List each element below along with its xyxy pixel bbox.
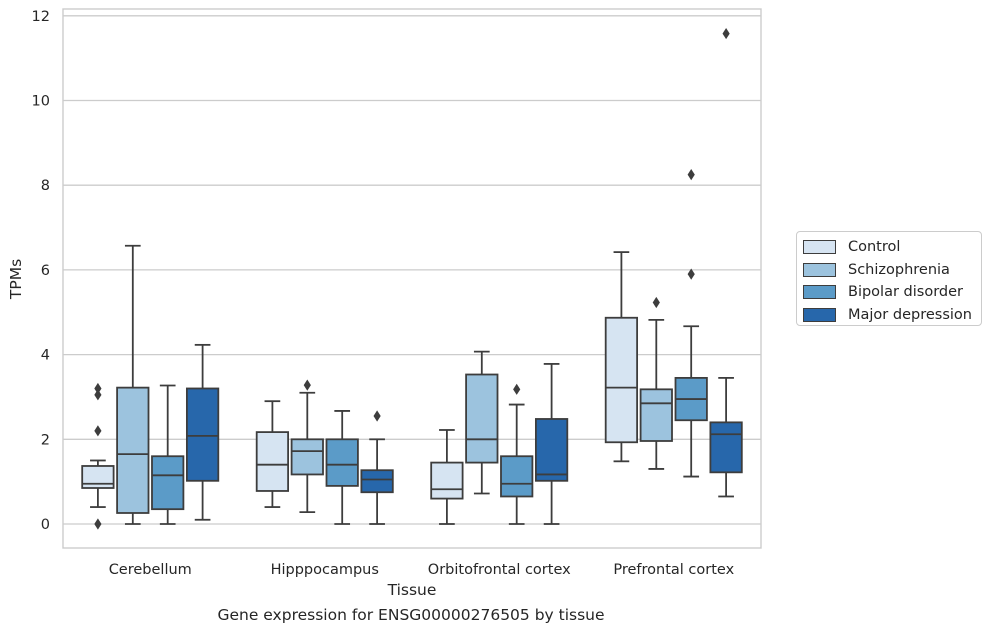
box-hipppocampus-control	[255, 400, 290, 508]
legend-label-bipolar-disorder: Bipolar disorder	[848, 284, 963, 301]
x-tick-label-orbitofrontal-cortex: Orbitofrontal cortex	[428, 562, 571, 578]
box-hipppocampus-bipolar-disorder	[325, 410, 359, 525]
box-body	[81, 465, 115, 489]
box-body	[185, 387, 220, 482]
outlier-point	[687, 169, 695, 181]
box-body	[151, 455, 185, 511]
outlier-point	[303, 379, 311, 391]
box-orbitofrontal-cortex-schizophrenia	[465, 350, 499, 495]
box-orbitofrontal-cortex-bipolar-disorder	[500, 383, 534, 525]
box-body	[465, 373, 499, 464]
box-body	[430, 461, 464, 500]
outlier-point	[94, 518, 102, 530]
outlier-point	[94, 389, 102, 401]
box-body	[360, 469, 394, 494]
legend: Control Schizophrenia Bipolar disorder M…	[796, 231, 982, 326]
box-prefrontal-cortex-control	[604, 251, 639, 463]
y-tick-label-10: 10	[32, 94, 50, 110]
legend-label-major-depression: Major depression	[848, 306, 972, 323]
box-layer	[81, 27, 743, 530]
gridlines	[63, 15, 761, 525]
legend-swatch-major-depression	[803, 307, 836, 322]
legend-item-major-depression: Major depression	[803, 304, 981, 327]
box-body	[116, 386, 150, 514]
outlier-point	[652, 296, 660, 309]
legend-label-control: Control	[848, 239, 901, 256]
y-tick-label-4: 4	[41, 348, 50, 364]
legend-item-schizophrenia: Schizophrenia	[803, 259, 981, 282]
y-axis-label: TPMs	[7, 259, 25, 300]
box-orbitofrontal-cortex-control	[430, 429, 464, 525]
legend-label-schizophrenia: Schizophrenia	[848, 261, 950, 278]
legend-item-control: Control	[803, 236, 981, 259]
box-hipppocampus-schizophrenia	[290, 379, 324, 514]
outlier-point	[722, 27, 730, 40]
box-prefrontal-cortex-major-depression	[709, 27, 743, 498]
y-tick-label-2: 2	[41, 432, 50, 448]
box-cerebellum-major-depression	[185, 343, 220, 521]
x-tick-label-prefrontal-cortex: Prefrontal cortex	[613, 562, 734, 578]
outlier-point	[373, 410, 381, 422]
outlier-point	[687, 268, 695, 280]
box-body	[639, 388, 673, 442]
outlier-point	[513, 383, 521, 395]
box-prefrontal-cortex-schizophrenia	[639, 296, 673, 470]
legend-swatch-schizophrenia	[803, 262, 836, 277]
box-cerebellum-control	[81, 382, 115, 530]
y-tick-label-12: 12	[32, 9, 50, 25]
box-body	[604, 316, 639, 444]
x-axis-label: Tissue	[387, 581, 437, 599]
y-tick-label-8: 8	[41, 178, 50, 194]
chart-caption: Gene expression for ENSG00000276505 by t…	[217, 606, 605, 624]
x-tick-label-cerebellum: Cerebellum	[109, 562, 192, 578]
y-tick-label-6: 6	[41, 263, 50, 279]
legend-item-bipolar-disorder: Bipolar disorder	[803, 281, 981, 304]
box-body	[255, 431, 290, 492]
plot-frame	[62, 8, 762, 549]
outlier-point	[94, 425, 102, 437]
box-body	[290, 438, 324, 476]
box-body	[709, 421, 743, 474]
legend-swatch-control	[803, 240, 836, 255]
box-prefrontal-cortex-bipolar-disorder	[674, 169, 708, 478]
box-cerebellum-bipolar-disorder	[151, 384, 185, 525]
tick-labels: 0 2 4 6 8 10 12 Cerebellum Hipppocampus Orbitofro…	[32, 9, 735, 578]
box-body	[534, 418, 569, 482]
legend-swatch-bipolar-disorder	[803, 285, 836, 300]
x-tick-label-hipppocampus: Hipppocampus	[271, 562, 379, 578]
y-tick-label-0: 0	[41, 517, 50, 533]
box-body	[500, 455, 534, 498]
outlier-point	[94, 382, 102, 395]
box-body	[325, 438, 359, 487]
box-hipppocampus-major-depression	[360, 410, 394, 525]
box-orbitofrontal-cortex-major-depression	[534, 363, 569, 525]
box-cerebellum-schizophrenia	[116, 244, 150, 525]
